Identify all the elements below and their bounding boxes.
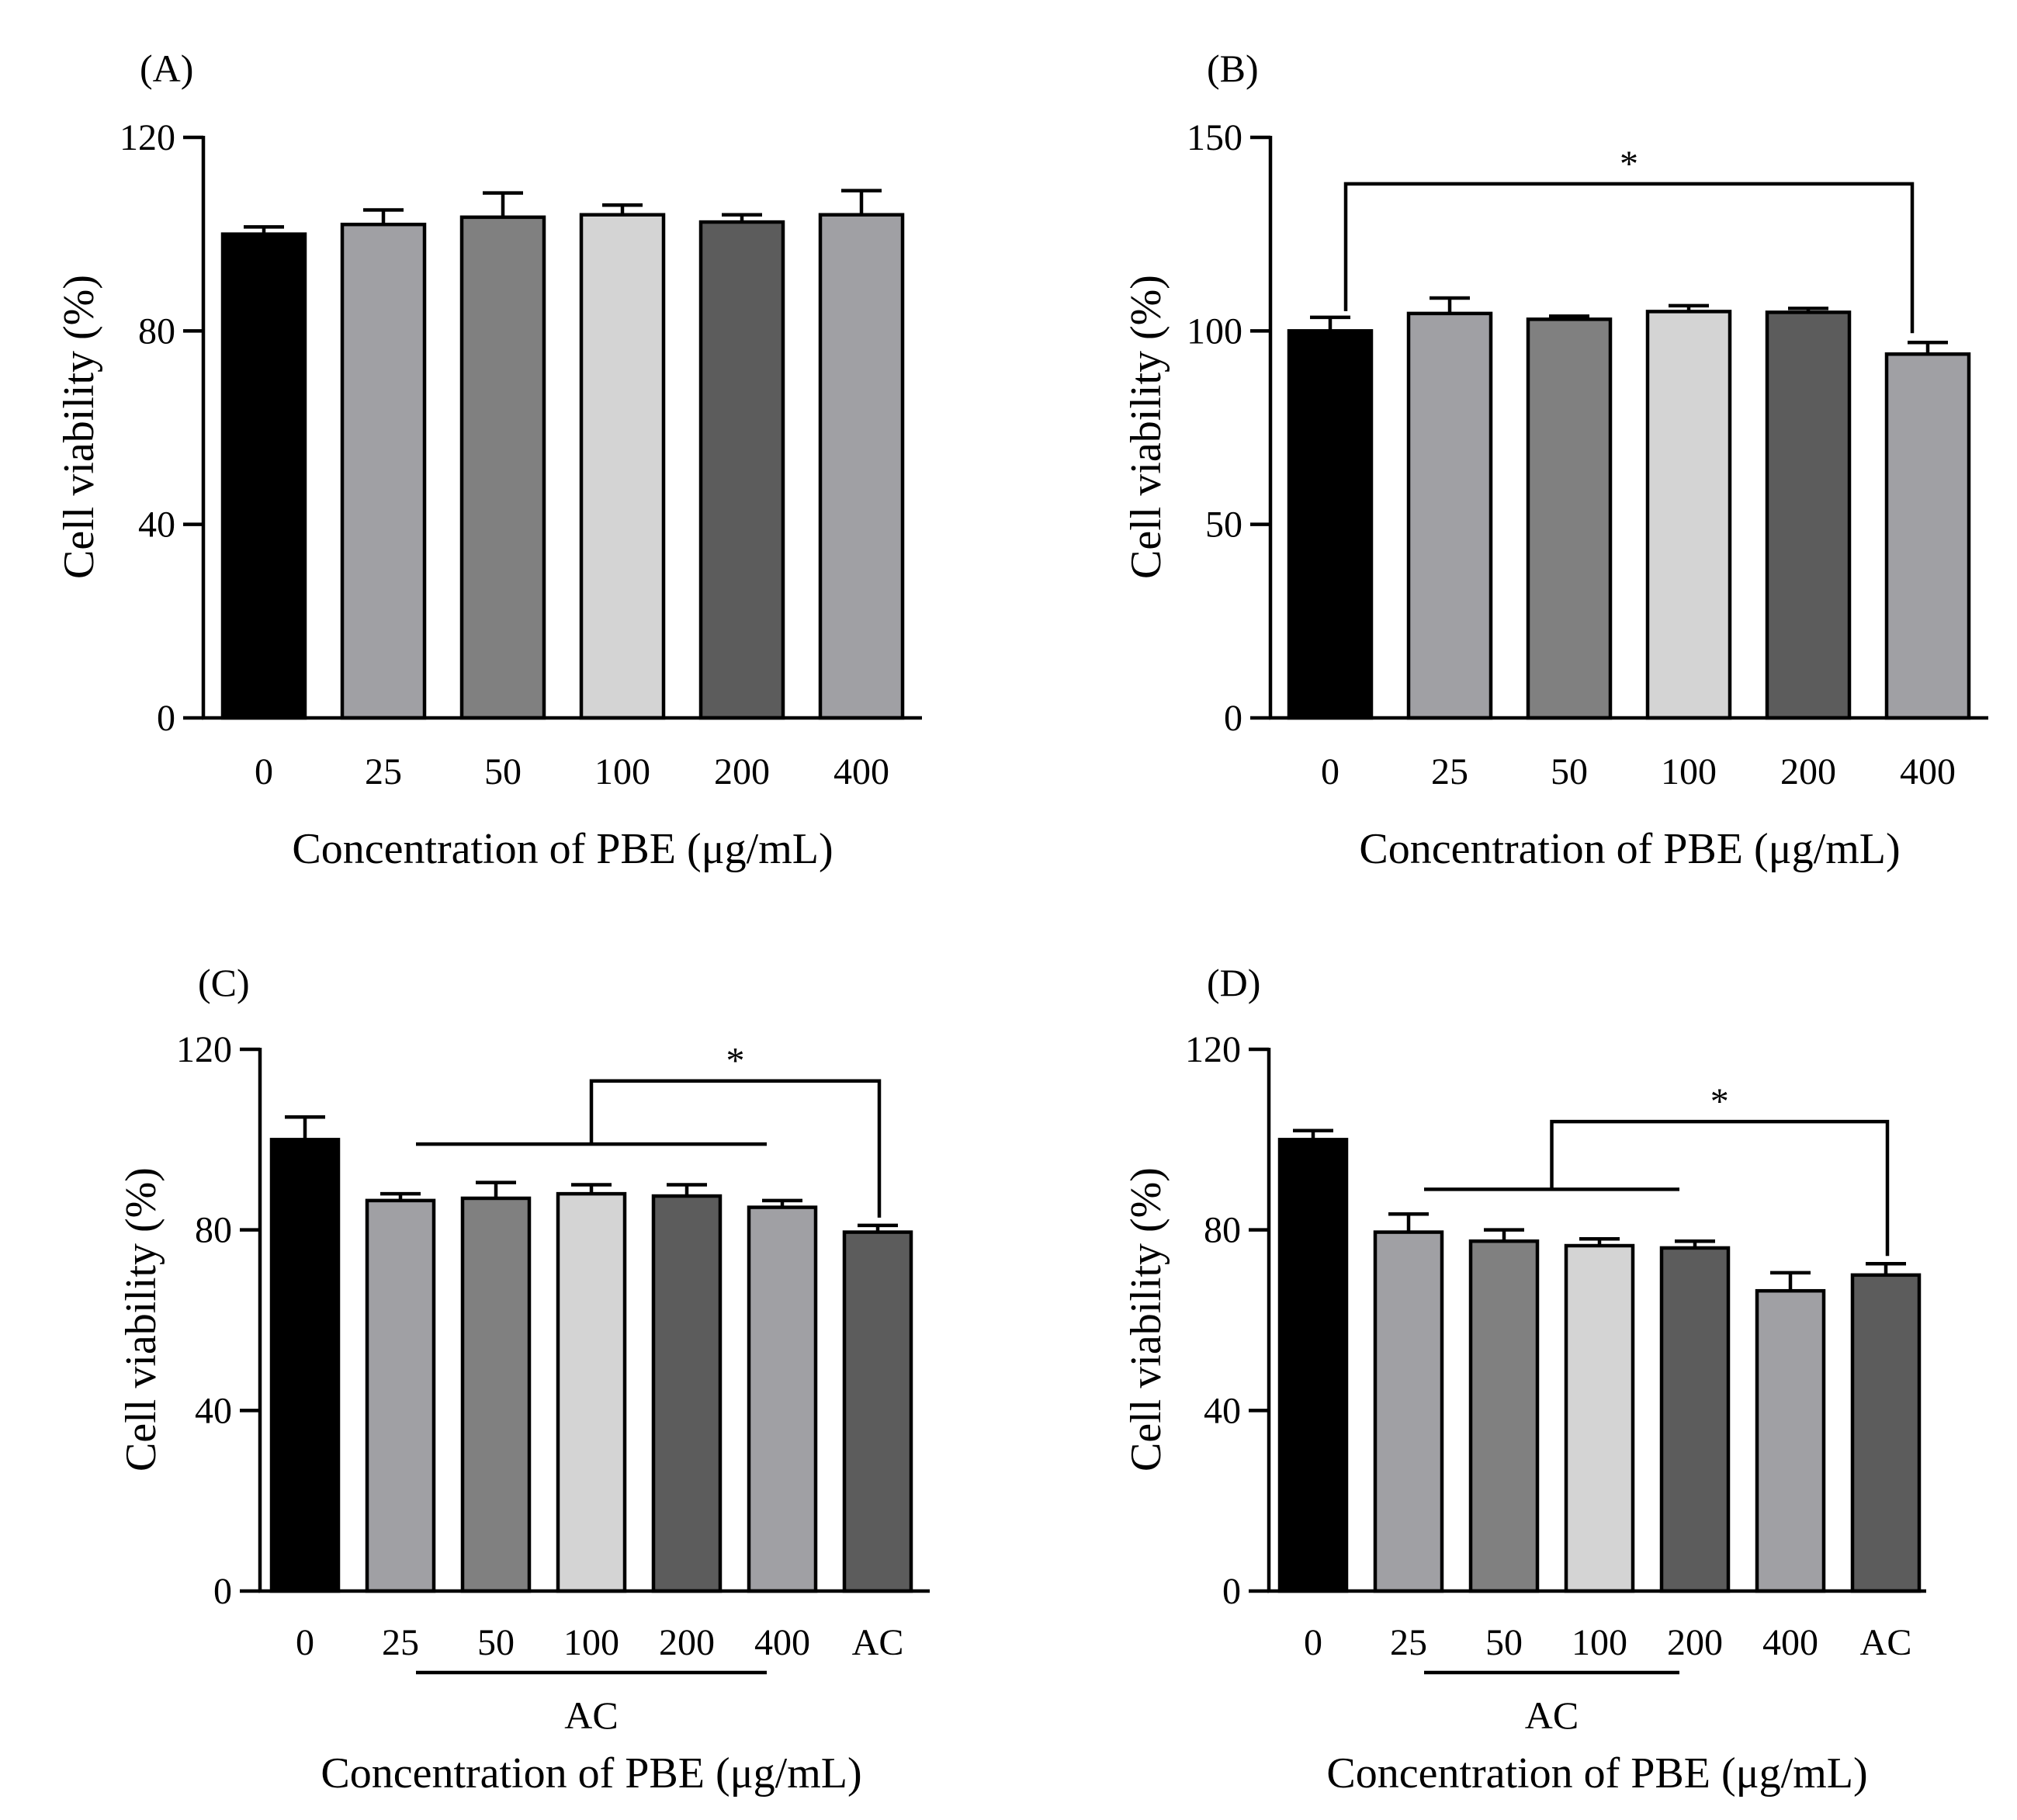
panel-label: (D) <box>1207 961 1260 1004</box>
bar <box>340 222 427 720</box>
x-tick-label: 25 <box>382 1622 419 1663</box>
group-label: AC <box>564 1693 618 1737</box>
x-tick-label: 100 <box>563 1622 619 1663</box>
bar <box>459 215 546 720</box>
y-tick-label: 120 <box>176 1029 232 1070</box>
bar <box>1373 1230 1444 1593</box>
x-tick-label: 100 <box>1661 751 1717 792</box>
y-tick-label: 80 <box>1204 1210 1241 1251</box>
x-tick-label: 200 <box>714 751 770 792</box>
y-axis-title: Cell viability (%) <box>1122 275 1170 579</box>
y-axis-title: Cell viability (%) <box>1122 1167 1170 1472</box>
panel-a: (A) 0 40 80 120 0 25 50 100 200 400 Cell viability … <box>55 47 922 873</box>
panel-label: (B) <box>1207 47 1259 90</box>
y-axis-title: Cell viability (%) <box>55 275 103 579</box>
x-axis-title: Concentration of PBE (μg/mL) <box>321 1749 861 1797</box>
x-tick-label: 0 <box>255 751 273 792</box>
bar <box>1884 352 1971 720</box>
y-tick-label: 150 <box>1187 117 1242 158</box>
y-tick-label: 80 <box>195 1210 232 1251</box>
bar <box>365 1198 436 1593</box>
x-tick-label: 50 <box>477 1622 515 1663</box>
significance-star: * <box>1710 1081 1729 1122</box>
x-axis-title: Concentration of PBE (μg/mL) <box>1359 825 1900 873</box>
significance-bracket <box>1550 1119 1890 1257</box>
bar <box>1659 1246 1731 1593</box>
y-tick-label: 0 <box>157 698 175 739</box>
x-tick-label: 400 <box>833 751 889 792</box>
panel-label: (A) <box>140 47 193 90</box>
y-tick-label: 0 <box>1224 698 1242 739</box>
x-tick-label: 100 <box>1572 1622 1627 1663</box>
x-tick-label: 0 <box>296 1622 314 1663</box>
y-axis-title: Cell viability (%) <box>117 1167 165 1472</box>
y-tick-label: 50 <box>1205 504 1242 546</box>
bar <box>269 1138 341 1593</box>
bar <box>1850 1273 1922 1593</box>
bar <box>818 213 905 720</box>
x-tick-label: 200 <box>1780 751 1836 792</box>
panel-b: (B) 0 50 100 150 0 25 50 100 200 400 Cell viability… <box>1122 47 1988 873</box>
x-tick-label: 400 <box>754 1622 810 1663</box>
bar <box>1526 317 1613 720</box>
significance-star: * <box>1620 144 1638 185</box>
y-tick-label: 100 <box>1187 310 1242 352</box>
bar <box>1287 329 1374 720</box>
x-tick-label: 25 <box>365 751 402 792</box>
x-tick-label: 400 <box>1900 751 1956 792</box>
y-tick-label: 80 <box>138 310 175 352</box>
bar <box>1406 311 1493 720</box>
bar <box>579 213 666 720</box>
y-tick-label: 40 <box>1204 1390 1241 1431</box>
x-tick-label: 25 <box>1390 1622 1427 1663</box>
bar <box>698 220 785 720</box>
y-tick-label: 120 <box>120 117 175 158</box>
panel-label: (C) <box>198 961 250 1004</box>
bar <box>651 1194 723 1593</box>
x-tick-label: 0 <box>1304 1622 1322 1663</box>
x-axis-title: Concentration of PBE (μg/mL) <box>292 825 833 873</box>
x-tick-label: 200 <box>659 1622 715 1663</box>
significance-bracket <box>589 1079 882 1218</box>
x-tick-label: 100 <box>594 751 650 792</box>
bar <box>747 1205 818 1593</box>
x-tick-label: 50 <box>1551 751 1588 792</box>
x-tick-label: AC <box>1860 1622 1912 1663</box>
x-axis-title: Concentration of PBE (μg/mL) <box>1326 1749 1867 1797</box>
bar <box>1765 310 1852 720</box>
y-tick-label: 40 <box>138 504 175 546</box>
bar <box>1645 310 1732 720</box>
x-tick-label: 200 <box>1667 1622 1723 1663</box>
bar <box>1468 1239 1540 1593</box>
x-tick-label: 400 <box>1762 1622 1818 1663</box>
panel-d: (D) 0 40 80 120 0 25 50 100 200 400 AC Cell viabilit… <box>1122 961 1926 1797</box>
y-tick-label: 40 <box>195 1390 232 1431</box>
bar <box>842 1230 913 1593</box>
significance-bracket <box>1343 182 1915 334</box>
panel-c: (C) 0 40 80 120 0 25 50 100 200 400 AC Cell viabilit… <box>117 961 930 1797</box>
x-tick-label: 50 <box>1485 1622 1523 1663</box>
y-tick-label: 0 <box>1222 1571 1241 1612</box>
bar <box>1277 1138 1349 1593</box>
y-tick-label: 120 <box>1185 1029 1241 1070</box>
bar <box>1755 1288 1826 1593</box>
x-tick-label: 0 <box>1321 751 1339 792</box>
bar <box>220 232 307 720</box>
x-tick-label: 50 <box>484 751 522 792</box>
group-label: AC <box>1525 1693 1579 1737</box>
bar <box>460 1196 532 1593</box>
x-tick-label: AC <box>852 1622 904 1663</box>
significance-star: * <box>726 1041 745 1082</box>
y-tick-label: 0 <box>213 1571 232 1612</box>
x-tick-label: 25 <box>1431 751 1468 792</box>
bar <box>556 1191 627 1593</box>
bar <box>1564 1243 1635 1593</box>
